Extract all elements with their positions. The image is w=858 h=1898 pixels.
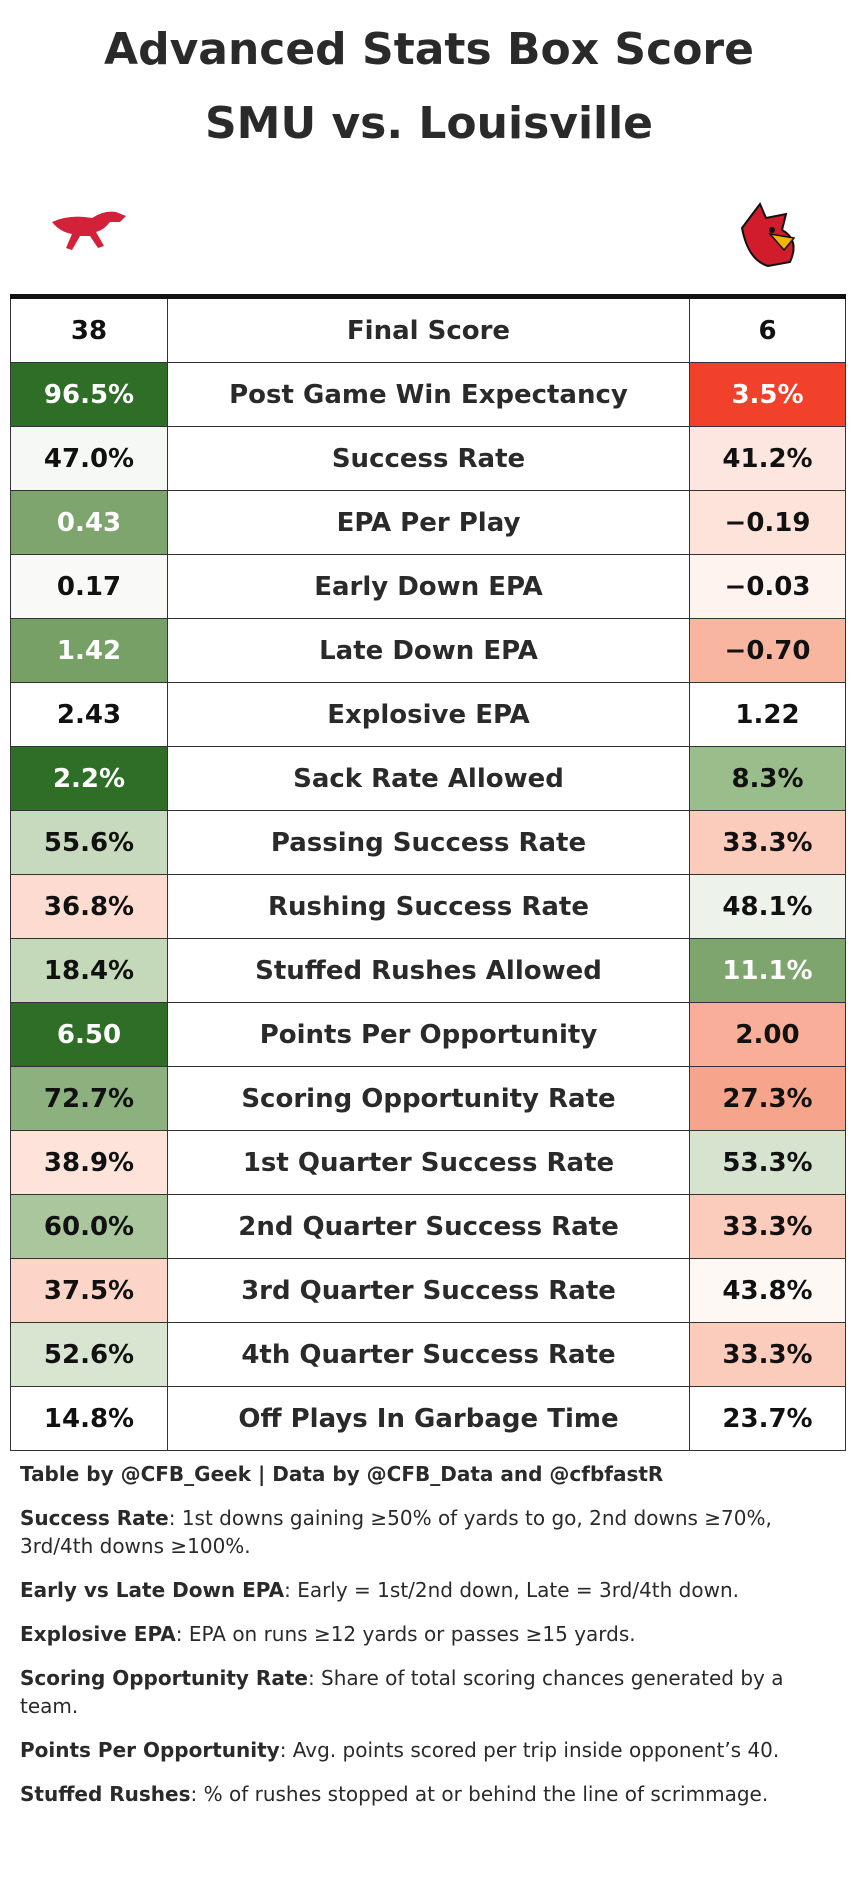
smu-value: 38.9% (10, 1131, 167, 1194)
table-row: 52.6% 4th Quarter Success Rate 33.3% (10, 1323, 846, 1387)
stat-name: Late Down EPA (167, 619, 689, 682)
stat-name: Passing Success Rate (167, 811, 689, 874)
stat-name: EPA Per Play (167, 491, 689, 554)
smu-value: 47.0% (10, 427, 167, 490)
footnote-term: Points Per Opportunity (20, 1738, 280, 1762)
team-logos (52, 202, 796, 268)
smu-value: 6.50 (10, 1003, 167, 1066)
louisville-value: 2.00 (689, 1003, 846, 1066)
stat-name: Final Score (167, 299, 689, 362)
footnote: Early vs Late Down EPA: Early = 1st/2nd … (20, 1576, 840, 1604)
footnote-term: Stuffed Rushes (20, 1782, 191, 1806)
louisville-value: 1.22 (689, 683, 846, 746)
louisville-value: 41.2% (689, 427, 846, 490)
footnote-text: : 1st downs gaining ≥50% of yards to go,… (20, 1506, 772, 1558)
louisville-value: 23.7% (689, 1387, 846, 1450)
stat-name: Scoring Opportunity Rate (167, 1067, 689, 1130)
louisville-value: 33.3% (689, 1323, 846, 1386)
stat-name: Points Per Opportunity (167, 1003, 689, 1066)
footnote: Explosive EPA: EPA on runs ≥12 yards or … (20, 1620, 840, 1648)
stat-name: Success Rate (167, 427, 689, 490)
stat-name: 4th Quarter Success Rate (167, 1323, 689, 1386)
smu-value: 18.4% (10, 939, 167, 1002)
table-row: 2.43 Explosive EPA 1.22 (10, 683, 846, 747)
smu-value: 38 (10, 299, 167, 362)
smu-value: 72.7% (10, 1067, 167, 1130)
louisville-value: 6 (689, 299, 846, 362)
stat-name: Off Plays In Garbage Time (167, 1387, 689, 1450)
subtitle: SMU vs. Louisville (204, 98, 654, 149)
table-row: 37.5% 3rd Quarter Success Rate 43.8% (10, 1259, 846, 1323)
footnote-term: Scoring Opportunity Rate (20, 1666, 308, 1690)
stat-name: Rushing Success Rate (167, 875, 689, 938)
louisville-value: 8.3% (689, 747, 846, 810)
louisville-value: −0.70 (689, 619, 846, 682)
louisville-value: 3.5% (689, 363, 846, 426)
smu-value: 1.42 (10, 619, 167, 682)
smu-value: 2.2% (10, 747, 167, 810)
table-row: 14.8% Off Plays In Garbage Time 23.7% (10, 1387, 846, 1451)
footnote-text: : Early = 1st/2nd down, Late = 3rd/4th d… (284, 1578, 739, 1602)
table-row: 1.42 Late Down EPA −0.70 (10, 619, 846, 683)
footnote-text: : EPA on runs ≥12 yards or passes ≥15 ya… (175, 1622, 636, 1646)
table-row: 36.8% Rushing Success Rate 48.1% (10, 875, 846, 939)
louisville-value: 53.3% (689, 1131, 846, 1194)
footnote: Success Rate: 1st downs gaining ≥50% of … (20, 1504, 840, 1560)
footnote: Stuffed Rushes: % of rushes stopped at o… (20, 1780, 840, 1808)
title: Advanced Stats Box Score (104, 24, 754, 75)
table-row: 18.4% Stuffed Rushes Allowed 11.1% (10, 939, 846, 1003)
stat-name: 3rd Quarter Success Rate (167, 1259, 689, 1322)
table-row: 2.2% Sack Rate Allowed 8.3% (10, 747, 846, 811)
smu-value: 0.17 (10, 555, 167, 618)
table-row: 96.5% Post Game Win Expectancy 3.5% (10, 363, 846, 427)
stat-name: Explosive EPA (167, 683, 689, 746)
smu-value: 2.43 (10, 683, 167, 746)
stat-name: 2nd Quarter Success Rate (167, 1195, 689, 1258)
smu-value: 60.0% (10, 1195, 167, 1258)
smu-logo (52, 211, 126, 250)
louisville-value: 43.8% (689, 1259, 846, 1322)
footnotes: Table by @CFB_Geek | Data by @CFB_Data a… (20, 1460, 840, 1824)
louisville-value: 33.3% (689, 1195, 846, 1258)
footnote-text: : % of rushes stopped at or behind the l… (190, 1782, 769, 1806)
table-row: 38 Final Score 6 (10, 299, 846, 363)
stat-name: Early Down EPA (167, 555, 689, 618)
smu-value: 0.43 (10, 491, 167, 554)
footnote: Scoring Opportunity Rate: Share of total… (20, 1664, 840, 1720)
smu-value: 52.6% (10, 1323, 167, 1386)
smu-value: 55.6% (10, 811, 167, 874)
table-row: 55.6% Passing Success Rate 33.3% (10, 811, 846, 875)
table-row: 47.0% Success Rate 41.2% (10, 427, 846, 491)
table-row: 38.9% 1st Quarter Success Rate 53.3% (10, 1131, 846, 1195)
louisville-value: 33.3% (689, 811, 846, 874)
footnote-text: : Avg. points scored per trip inside opp… (279, 1738, 780, 1762)
footnote-term: Success Rate (20, 1506, 169, 1530)
louisville-value: −0.19 (689, 491, 846, 554)
footnote: Points Per Opportunity: Avg. points scor… (20, 1736, 840, 1764)
table-row: 6.50 Points Per Opportunity 2.00 (10, 1003, 846, 1067)
louisville-value: 27.3% (689, 1067, 846, 1130)
louisville-value: 48.1% (689, 875, 846, 938)
smu-value: 96.5% (10, 363, 167, 426)
stat-name: 1st Quarter Success Rate (167, 1131, 689, 1194)
smu-value: 36.8% (10, 875, 167, 938)
stat-name: Stuffed Rushes Allowed (167, 939, 689, 1002)
table-row: 0.43 EPA Per Play −0.19 (10, 491, 846, 555)
stats-table: 38 Final Score 6 96.5% Post Game Win Expecta… (10, 294, 846, 1451)
stat-name: Sack Rate Allowed (167, 747, 689, 810)
smu-value: 37.5% (10, 1259, 167, 1322)
louisville-value: 11.1% (689, 939, 846, 1002)
credit: Table by @CFB_Geek | Data by @CFB_Data a… (20, 1462, 664, 1486)
table-row: 0.17 Early Down EPA −0.03 (10, 555, 846, 619)
footnote-term: Early vs Late Down EPA (20, 1578, 285, 1602)
table-row: 60.0% 2nd Quarter Success Rate 33.3% (10, 1195, 846, 1259)
footnote-term: Explosive EPA (20, 1622, 176, 1646)
table-row: 72.7% Scoring Opportunity Rate 27.3% (10, 1067, 846, 1131)
louisville-logo (740, 202, 796, 268)
stat-name: Post Game Win Expectancy (167, 363, 689, 426)
smu-value: 14.8% (10, 1387, 167, 1450)
footnote-text: : Share of total scoring chances generat… (20, 1666, 784, 1718)
louisville-value: −0.03 (689, 555, 846, 618)
